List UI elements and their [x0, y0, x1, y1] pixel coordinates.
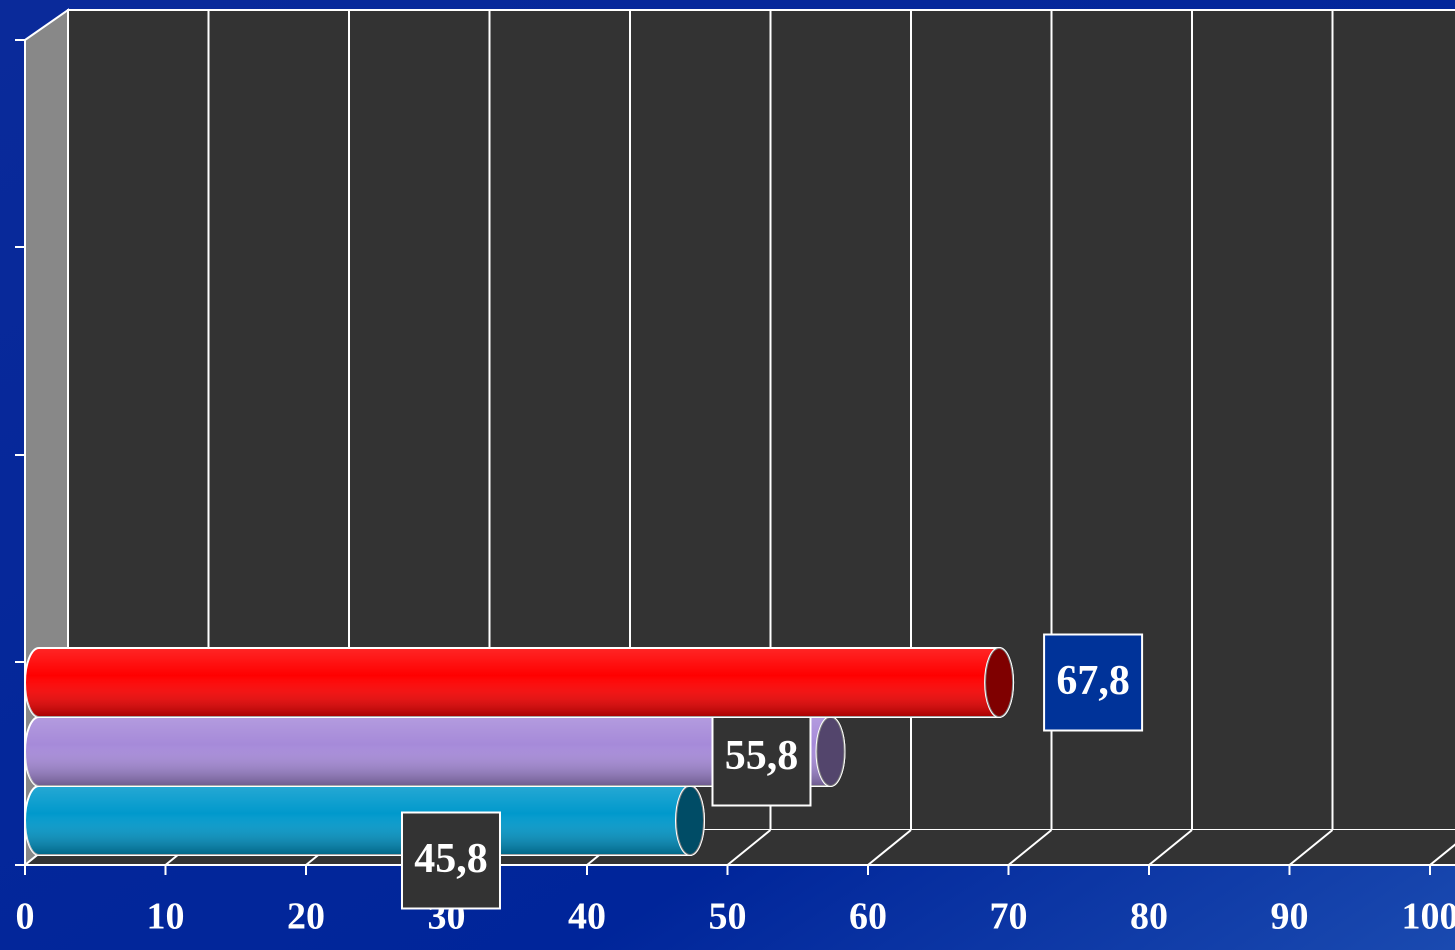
value-label-box [400, 811, 501, 910]
floor-line [867, 829, 912, 866]
bar-cap-shade [985, 648, 1014, 717]
category-axis [15, 39, 1455, 866]
x-tick-label: 40 [568, 896, 606, 938]
x-tick-label: 60 [849, 896, 887, 938]
bar [24, 647, 1015, 718]
x-tick-label: 90 [1271, 896, 1309, 938]
x-tick-label: 0 [16, 896, 35, 938]
bar [24, 716, 846, 787]
bar [24, 785, 705, 856]
bar-shade [25, 717, 845, 786]
x-tick-label: 10 [147, 896, 185, 938]
x-tick-label: 50 [709, 896, 747, 938]
bar-shade [25, 648, 1014, 717]
floor-line [1148, 829, 1193, 866]
value-label: 45,8 [414, 836, 488, 882]
value-label: 55,8 [725, 733, 799, 779]
x-tick-label: 80 [1130, 896, 1168, 938]
x-tick-label: 20 [287, 896, 325, 938]
floor-line [1007, 829, 1053, 866]
x-tick-label: 100 [1402, 896, 1455, 938]
floor-line [726, 829, 772, 866]
value-label: 67,8 [1056, 658, 1130, 704]
floor-line [1288, 829, 1334, 866]
floor-line [1429, 843, 1455, 866]
bar-shade [25, 786, 704, 855]
x-tick-label: 70 [990, 896, 1028, 938]
value-label-box [711, 708, 812, 807]
bar-cap-shade [816, 717, 845, 786]
bar-cap-shade [675, 786, 704, 855]
value-label-box [1043, 633, 1144, 732]
